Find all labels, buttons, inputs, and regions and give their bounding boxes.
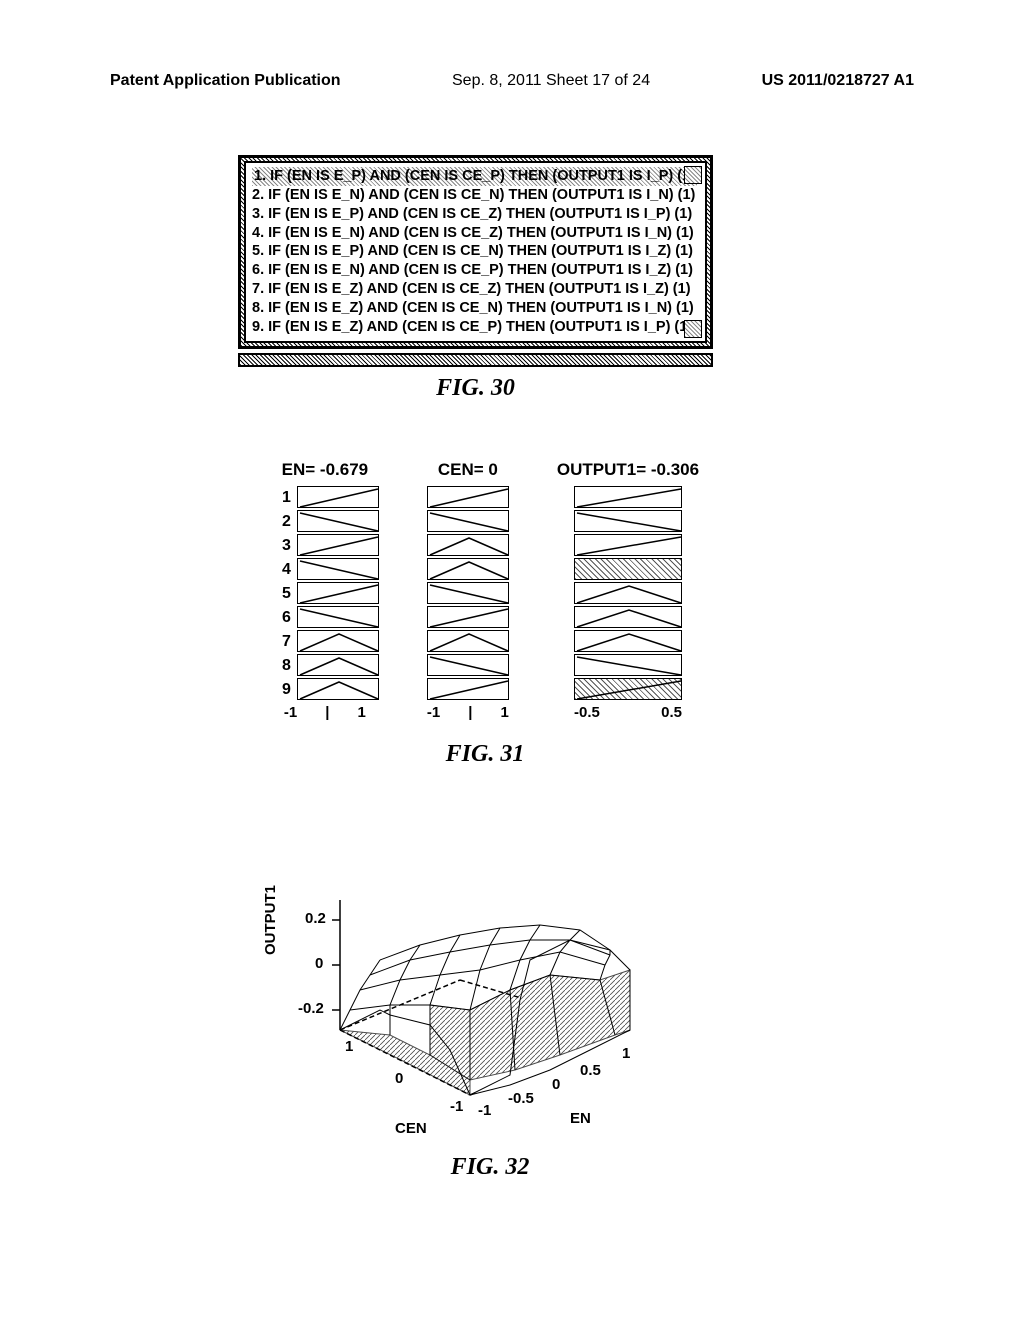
- row-number: 6: [271, 609, 291, 627]
- z-axis-label: OUTPUT1: [262, 885, 279, 955]
- cell-row: [574, 534, 682, 558]
- cen-column: CEN= 0 -1 | 1: [427, 460, 509, 721]
- membership-cell: [574, 630, 682, 652]
- fig30-caption: FIG. 30: [238, 375, 713, 402]
- rule-item: 7. IF (EN IS E_Z) AND (CEN IS CE_Z) THEN…: [252, 281, 691, 297]
- cell-row: [427, 630, 509, 654]
- membership-cell: [574, 486, 682, 508]
- membership-cell: [427, 558, 509, 580]
- page-header: Patent Application Publication Sep. 8, 2…: [0, 72, 1024, 90]
- membership-cell: [574, 582, 682, 604]
- fig30-rules-box: 1. IF (EN IS E_P) AND (CEN IS CE_P) THEN…: [238, 155, 713, 402]
- cell-row: [427, 534, 509, 558]
- fig32-surface: OUTPUT1 0.2 0 -0.2 1 0 -1 -1 -0.5 0 0.5 …: [270, 880, 710, 1181]
- cell-row: 2: [271, 510, 379, 534]
- membership-cell: [574, 558, 682, 580]
- row-number: 8: [271, 657, 291, 675]
- row-number: 1: [271, 489, 291, 507]
- rule-item: 2. IF (EN IS E_N) AND (CEN IS CE_N) THEN…: [252, 187, 695, 203]
- rule-item: 6. IF (EN IS E_N) AND (CEN IS CE_P) THEN…: [252, 262, 693, 278]
- rule-item: 5. IF (EN IS E_P) AND (CEN IS CE_N) THEN…: [252, 243, 693, 259]
- cell-row: [427, 486, 509, 510]
- cell-row: [427, 606, 509, 630]
- cell-row: [574, 558, 682, 582]
- rule-item: 4. IF (EN IS E_N) AND (CEN IS CE_Z) THEN…: [252, 225, 694, 241]
- membership-cell: [297, 486, 379, 508]
- cell-row: [427, 558, 509, 582]
- cen-title: CEN= 0: [438, 460, 498, 480]
- membership-cell: [297, 582, 379, 604]
- output-column: OUTPUT1= -0.306 -0.5 0.5: [557, 460, 699, 721]
- cen-axis: -1 | 1: [427, 704, 509, 721]
- output-title: OUTPUT1= -0.306: [557, 460, 699, 480]
- cell-row: [574, 486, 682, 510]
- rule-item: 9. IF (EN IS E_Z) AND (CEN IS CE_P) THEN…: [252, 319, 692, 335]
- cell-row: 1: [271, 486, 379, 510]
- cell-row: [574, 582, 682, 606]
- row-number: 5: [271, 585, 291, 603]
- membership-cell: [427, 534, 509, 556]
- membership-cell: [574, 534, 682, 556]
- hatch-bar: [238, 353, 713, 367]
- surface-plot: OUTPUT1 0.2 0 -0.2 1 0 -1 -1 -0.5 0 0.5 …: [270, 880, 670, 1140]
- fig31-caption: FIG. 31: [185, 741, 785, 768]
- scroll-down-icon: [684, 320, 702, 338]
- rules-list: 1. IF (EN IS E_P) AND (CEN IS CE_P) THEN…: [252, 167, 699, 337]
- membership-cell: [427, 486, 509, 508]
- cell-row: [574, 630, 682, 654]
- rule-item: 3. IF (EN IS E_P) AND (CEN IS CE_Z) THEN…: [252, 206, 692, 222]
- cell-row: 9: [271, 678, 379, 702]
- row-number: 9: [271, 681, 291, 699]
- cell-row: 6: [271, 606, 379, 630]
- scroll-up-icon: [684, 166, 702, 184]
- membership-cell: [427, 582, 509, 604]
- membership-cell: [427, 606, 509, 628]
- membership-cell: [427, 510, 509, 532]
- membership-cell: [574, 654, 682, 676]
- membership-cell: [297, 630, 379, 652]
- rule-item: 8. IF (EN IS E_Z) AND (CEN IS CE_N) THEN…: [252, 300, 694, 316]
- cell-row: [574, 678, 682, 702]
- cell-row: 3: [271, 534, 379, 558]
- row-number: 2: [271, 513, 291, 531]
- en-title: EN= -0.679: [282, 460, 368, 480]
- cell-row: 7: [271, 630, 379, 654]
- membership-cell: [297, 510, 379, 532]
- rule-item: 1. IF (EN IS E_P) AND (CEN IS CE_P) THEN…: [252, 167, 697, 186]
- en-axis: -1 | 1: [284, 704, 366, 721]
- en-column: EN= -0.679 1 2 3 4 5 6 7 8 9 -1 | 1: [271, 460, 379, 721]
- membership-cell: [297, 534, 379, 556]
- membership-cell: [427, 654, 509, 676]
- row-number: 3: [271, 537, 291, 555]
- membership-cell: [297, 606, 379, 628]
- membership-cell: [574, 510, 682, 532]
- cell-row: [574, 654, 682, 678]
- fig31-membership-grid: EN= -0.679 1 2 3 4 5 6 7 8 9 -1 | 1 CEN= 0 -1 | …: [185, 460, 785, 768]
- membership-cell: [297, 558, 379, 580]
- cen-axis-label: CEN: [395, 1120, 427, 1137]
- fig32-caption: FIG. 32: [270, 1154, 710, 1181]
- row-number: 7: [271, 633, 291, 651]
- cell-row: 8: [271, 654, 379, 678]
- header-mid: Sep. 8, 2011 Sheet 17 of 24: [452, 72, 650, 90]
- membership-cell: [427, 678, 509, 700]
- membership-cell: [574, 606, 682, 628]
- cell-row: 4: [271, 558, 379, 582]
- header-right: US 2011/0218727 A1: [762, 72, 914, 90]
- cell-row: [427, 582, 509, 606]
- header-left: Patent Application Publication: [110, 72, 341, 90]
- out-axis: -0.5 0.5: [574, 704, 682, 721]
- cell-row: 5: [271, 582, 379, 606]
- row-number: 4: [271, 561, 291, 579]
- cell-row: [427, 678, 509, 702]
- cell-row: [574, 510, 682, 534]
- cell-row: [427, 510, 509, 534]
- membership-cell: [574, 678, 682, 700]
- membership-cell: [297, 678, 379, 700]
- cell-row: [574, 606, 682, 630]
- membership-cell: [427, 630, 509, 652]
- membership-cell: [297, 654, 379, 676]
- en-axis-label: EN: [570, 1110, 591, 1127]
- cell-row: [427, 654, 509, 678]
